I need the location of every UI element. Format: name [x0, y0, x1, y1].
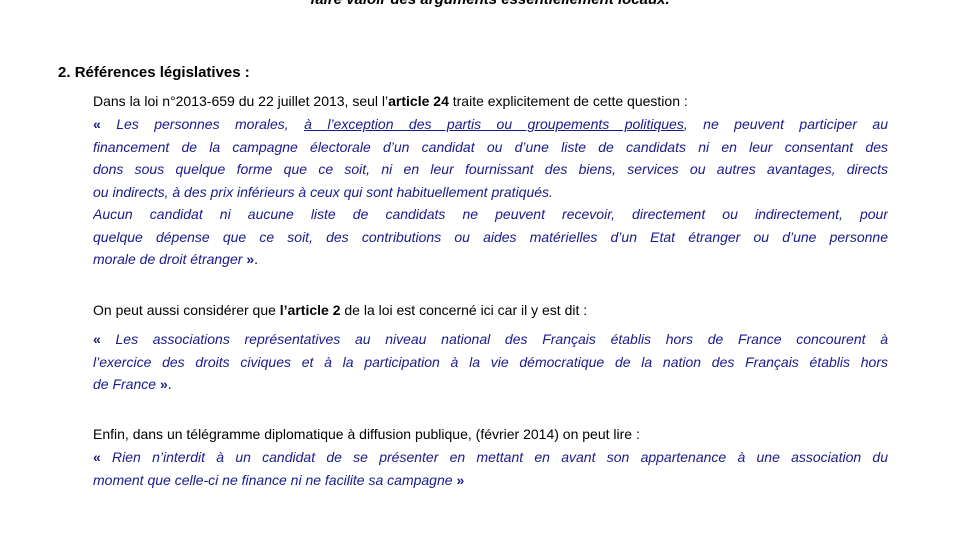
- paragraph-1-line: Dans la loi n°2013-659 du 22 juillet 201…: [93, 92, 888, 110]
- quote-text: l’exercice des droits civiques et à la p…: [93, 354, 888, 370]
- paragraph-3-line: moment que celle-ci ne finance ni ne fac…: [93, 471, 888, 489]
- paragraph-1-line: « Les personnes morales, à l’exception d…: [93, 115, 888, 133]
- quote-text: à l’exception des partis ou groupements …: [304, 116, 684, 132]
- paragraph-1-line: Aucun candidat ni aucune liste de candid…: [93, 205, 888, 223]
- quote-text: »: [246, 251, 255, 267]
- section-number: 2.: [58, 64, 71, 81]
- quote-text: ou indirects, à des prix inférieurs à ce…: [93, 184, 553, 200]
- text: .: [167, 376, 172, 392]
- quote-text: moment que celle-ci ne finance ni ne fac…: [93, 472, 457, 488]
- section-title: Références législatives :: [74, 64, 250, 81]
- text: Dans la loi n°2013-659 du 22 juillet 201…: [93, 93, 389, 109]
- paragraph-2-line: On peut aussi considérer que l’article 2…: [93, 301, 888, 319]
- paragraph-2-line: l’exercice des droits civiques et à la p…: [93, 353, 888, 371]
- quote-text: »: [456, 472, 465, 488]
- quote-text: »: [159, 376, 168, 392]
- bold-text: l’article 2: [279, 302, 341, 318]
- paragraph-2-line: « Les associations représentatives au ni…: [93, 330, 888, 348]
- quote-text: «: [93, 449, 113, 465]
- text: .: [254, 251, 258, 267]
- quote-text: Rien n’interdit à un candidat de se prés…: [112, 449, 888, 465]
- paragraph-3-line: Enfin, dans un télégramme diplomatique à…: [93, 425, 888, 443]
- quote-text: morale de droit étranger: [93, 251, 247, 267]
- paragraph-1-line: financement de la campagne électorale d’…: [93, 138, 888, 156]
- quote-text: Les associations représentatives au nive…: [115, 331, 889, 347]
- bold-text: article 24: [388, 93, 449, 109]
- quote-text: de France: [93, 376, 160, 392]
- quote-text: , ne peuvent participer au: [683, 116, 888, 132]
- section-heading: 2. Références législatives :: [58, 64, 250, 82]
- quote-text: «: [93, 331, 116, 347]
- text: traite explicitement de cette question :: [448, 93, 688, 109]
- text: Enfin, dans un télégramme diplomatique à…: [93, 426, 640, 442]
- text: de la loi est concerné ici car il y est …: [340, 302, 588, 318]
- quote-text: dons sous quelque forme que ce soit, ni …: [93, 161, 888, 177]
- quote-text: Aucun candidat ni aucune liste de candid…: [93, 206, 888, 222]
- text: On peut aussi considérer que: [93, 302, 280, 318]
- quote-text: quelque dépense que ce soit, des contrib…: [93, 229, 888, 245]
- previous-section-last-line: faire valoir des arguments essentielleme…: [0, 0, 980, 9]
- paragraph-1-line: morale de droit étranger ».: [93, 250, 888, 268]
- quote-text: Les personnes morales,: [116, 116, 305, 132]
- paragraph-3-line: « Rien n’interdit à un candidat de se pr…: [93, 448, 888, 466]
- paragraph-1-line: ou indirects, à des prix inférieurs à ce…: [93, 183, 888, 201]
- paragraph-1-line: dons sous quelque forme que ce soit, ni …: [93, 160, 888, 178]
- paragraph-1-line: quelque dépense que ce soit, des contrib…: [93, 228, 888, 246]
- paragraph-2-line: de France ».: [93, 375, 888, 393]
- quote-text: «: [93, 116, 117, 132]
- quote-text: financement de la campagne électorale d’…: [93, 139, 888, 155]
